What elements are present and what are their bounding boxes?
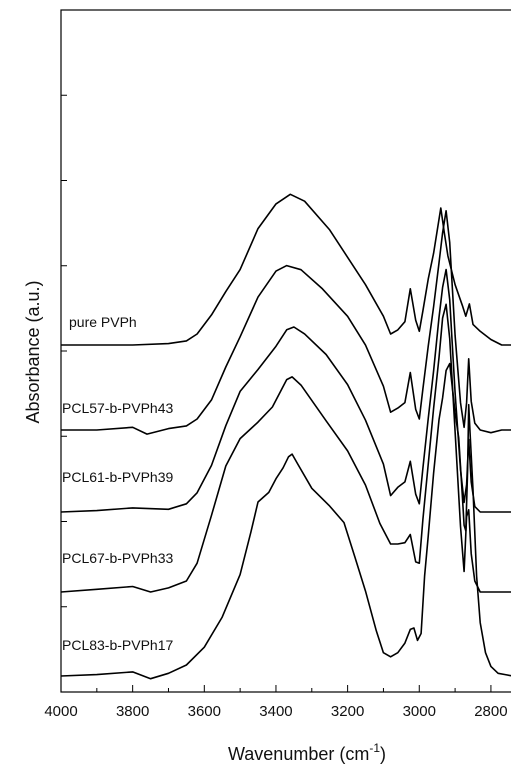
series-label: PCL67-b-PVPh33 xyxy=(62,550,174,566)
x-axis-title: Wavenumber (cm-1) xyxy=(228,741,386,764)
x-tick-label: 3000 xyxy=(403,703,436,720)
x-tick-label: 3200 xyxy=(331,703,364,720)
y-axis-ticks xyxy=(61,94,67,693)
series-curves xyxy=(60,193,511,680)
x-tick-label: 3800 xyxy=(116,703,149,720)
y-axis-title: Absorbance (a.u.) xyxy=(23,280,43,423)
x-tick-label: 3400 xyxy=(259,703,292,720)
series-line xyxy=(60,362,511,680)
x-tick-label: 2800 xyxy=(474,703,507,720)
series-line xyxy=(61,210,511,435)
x-tick-label: 4000 xyxy=(44,703,77,720)
series-label: PCL61-b-PVPh39 xyxy=(62,469,174,485)
series-label: PCL83-b-PVPh17 xyxy=(62,637,174,653)
plot-frame xyxy=(60,9,511,693)
series-label: pure PVPh xyxy=(69,314,137,330)
series-labels: pure PVPh PCL57-b-PVPh43 PCL61-b-PVPh39 PCL… xyxy=(62,314,174,653)
x-tick-label: 3600 xyxy=(188,703,221,720)
series-line xyxy=(60,303,511,593)
series-line xyxy=(61,193,511,346)
x-axis-ticks: 4000 3800 3600 3400 3200 3000 2800 xyxy=(44,685,508,720)
series-label: PCL57-b-PVPh43 xyxy=(62,400,174,416)
